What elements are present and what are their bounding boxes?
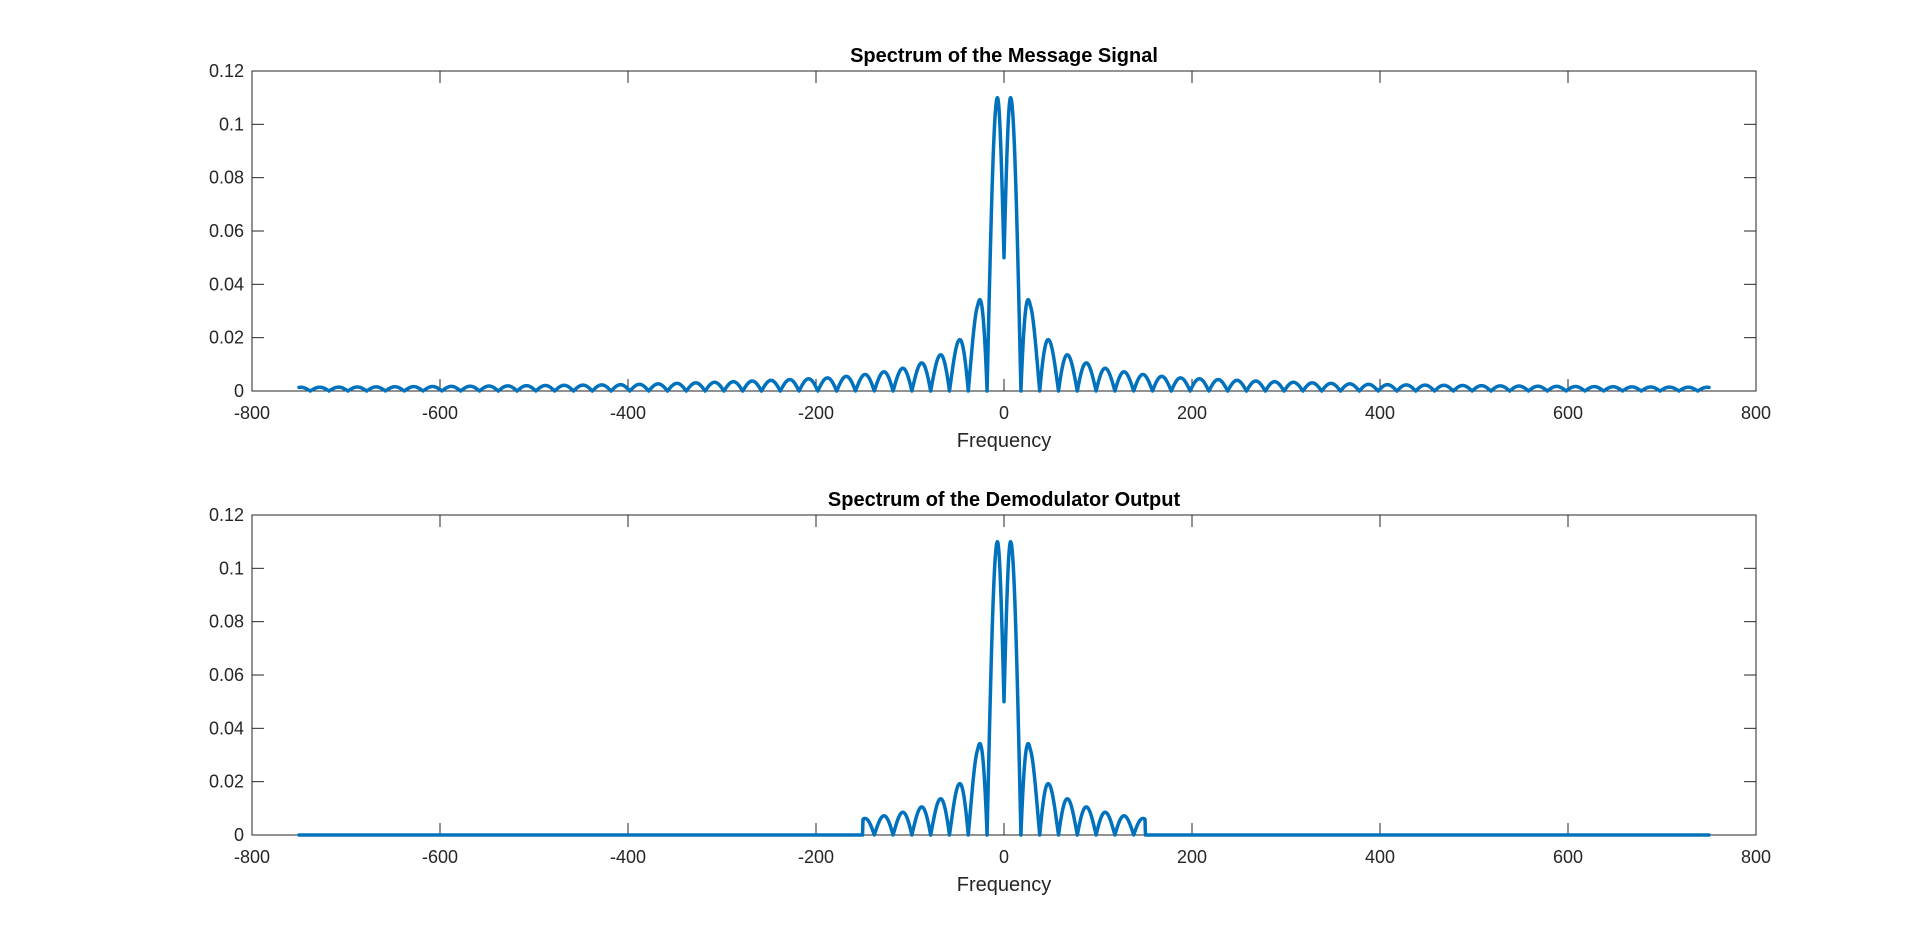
x-tick-label: 400 [1365, 403, 1395, 423]
x-tick-label: -400 [610, 403, 646, 423]
x-tick-label: 0 [999, 847, 1009, 867]
x-tick-label: 800 [1741, 403, 1771, 423]
y-tick-label: 0.02 [209, 328, 244, 348]
y-tick-label: 0.08 [209, 168, 244, 188]
x-tick-label: -600 [422, 847, 458, 867]
spectrum-line [297, 539, 1711, 837]
x-tick-label: 600 [1553, 847, 1583, 867]
y-tick-label: 0.06 [209, 221, 244, 241]
y-tick-label: 0.04 [209, 274, 244, 294]
subplot-message-spectrum: Spectrum of the Message Signal Frequency… [209, 45, 1771, 452]
y-tick-label: 0.1 [219, 114, 244, 134]
y-tick-label: 0 [234, 825, 244, 845]
x-tick-label: 200 [1177, 847, 1207, 867]
x-tick-label: 200 [1177, 403, 1207, 423]
x-axis-label: Frequency [957, 874, 1052, 896]
x-tick-label: 400 [1365, 847, 1395, 867]
y-tick-label: 0.08 [209, 612, 244, 632]
x-tick-label: -600 [422, 403, 458, 423]
y-tick-label: 0.02 [209, 772, 244, 792]
x-tick-label: -800 [234, 847, 270, 867]
x-tick-label: 600 [1553, 403, 1583, 423]
y-tick-label: 0.04 [209, 718, 244, 738]
x-tick-label: -200 [798, 403, 834, 423]
x-tick-label: -400 [610, 847, 646, 867]
x-tick-label: 800 [1741, 847, 1771, 867]
x-tick-label: -800 [234, 403, 270, 423]
x-tick-label: 0 [999, 403, 1009, 423]
y-tick-label: 0.12 [209, 505, 244, 525]
subplot-demodulator-spectrum: Spectrum of the Demodulator Output Frequ… [209, 489, 1771, 896]
chart-title: Spectrum of the Demodulator Output [828, 489, 1181, 511]
y-tick-label: 0.12 [209, 61, 244, 81]
x-axis-label: Frequency [957, 430, 1052, 452]
x-tick-label: -200 [798, 847, 834, 867]
y-tick-label: 0.1 [219, 558, 244, 578]
spectrum-line [297, 95, 1711, 393]
chart-title: Spectrum of the Message Signal [850, 45, 1158, 67]
y-tick-label: 0 [234, 381, 244, 401]
y-tick-label: 0.06 [209, 665, 244, 685]
